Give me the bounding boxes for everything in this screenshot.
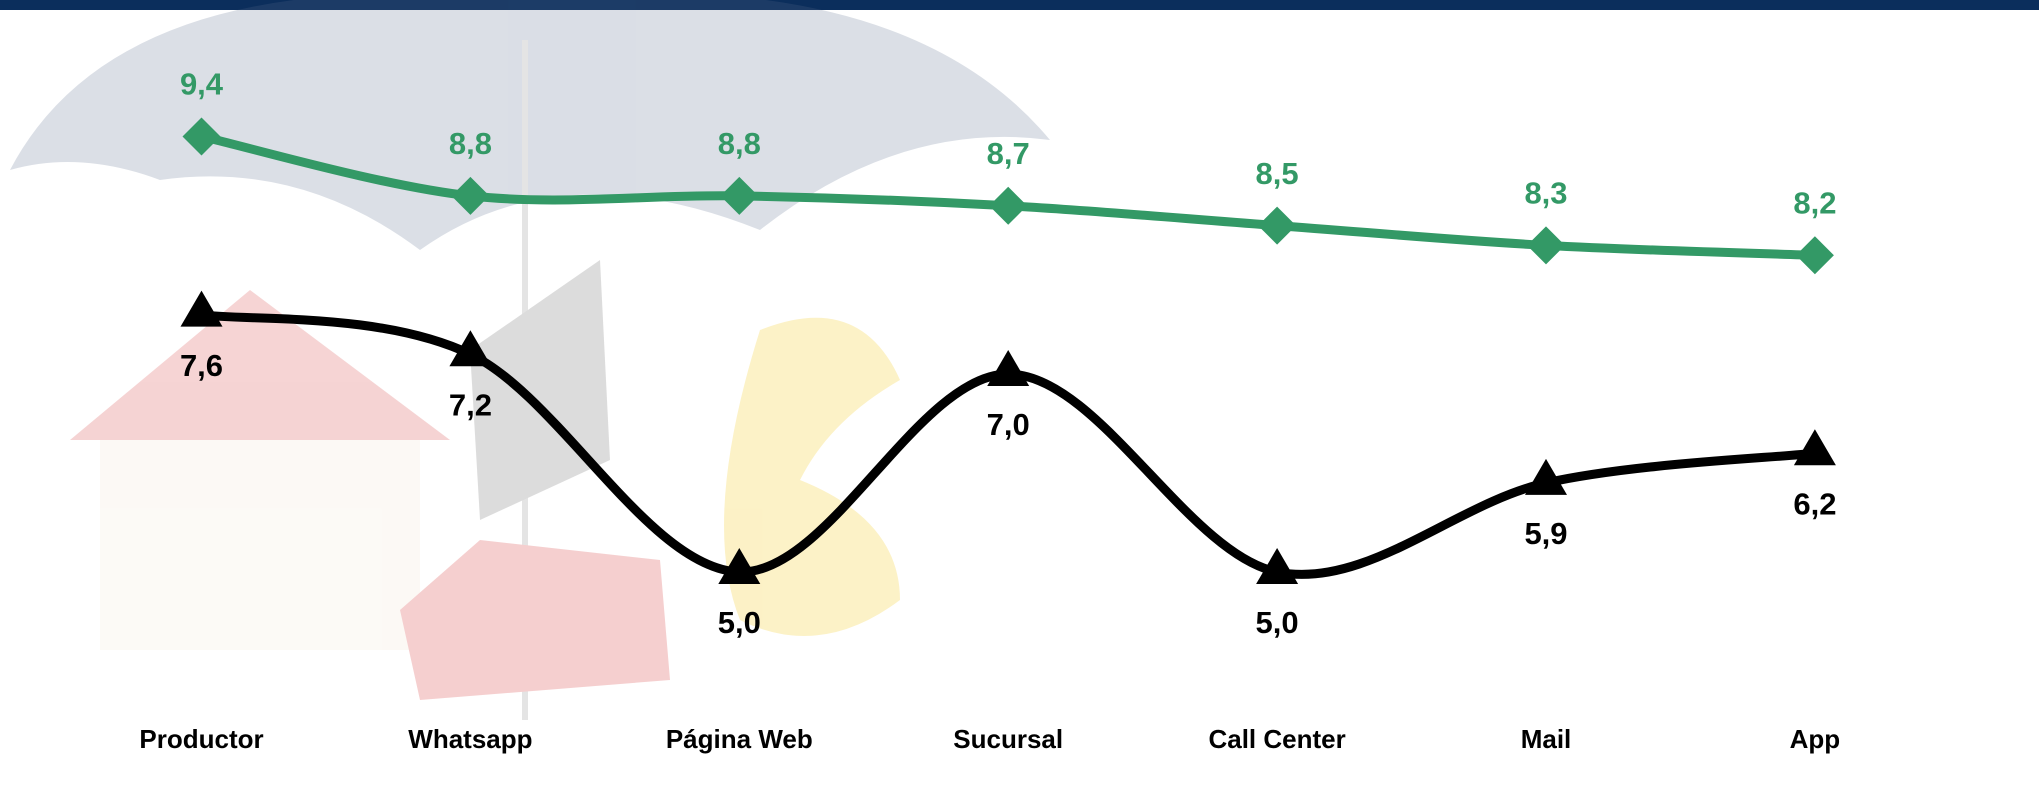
data-label: 7,0 [987, 407, 1030, 442]
data-label: 8,5 [1256, 156, 1299, 191]
marker [180, 290, 223, 327]
marker [720, 176, 759, 215]
marker [989, 186, 1028, 225]
data-label: 9,4 [180, 67, 224, 102]
data-label: 5,0 [718, 605, 761, 640]
x-tick-label: Productor [139, 724, 263, 754]
data-label: 5,0 [1256, 605, 1299, 640]
data-label: 7,6 [180, 348, 223, 383]
x-tick-label: Whatsapp [408, 724, 532, 754]
marker [1525, 458, 1567, 495]
data-label: 7,2 [449, 387, 492, 422]
data-label: 8,2 [1793, 185, 1836, 220]
data-label: 8,8 [449, 126, 492, 161]
x-tick-label: Sucursal [953, 724, 1063, 754]
plot-area: Productor Whatsapp Página Web Sucursal Call … [139, 67, 1840, 754]
x-tick-label: App [1790, 724, 1841, 754]
marker [451, 176, 490, 215]
data-label: 8,7 [987, 136, 1030, 171]
marker [182, 117, 221, 156]
marker [987, 350, 1030, 387]
data-label: 5,9 [1524, 516, 1567, 551]
data-label: 8,3 [1524, 176, 1567, 211]
marker [718, 548, 761, 584]
x-tick-label: Mail [1521, 724, 1572, 754]
background-illustration [10, 0, 1050, 720]
top-bar [0, 0, 2039, 10]
data-label: 6,2 [1793, 486, 1836, 521]
marker [449, 330, 492, 367]
marker [1258, 206, 1297, 245]
x-tick-label: Call Center [1208, 724, 1345, 754]
marker [1793, 429, 1836, 466]
marker [1256, 548, 1299, 584]
marker [1795, 236, 1834, 275]
data-label: 8,8 [718, 126, 761, 161]
marker [1527, 226, 1565, 265]
x-tick-label: Página Web [666, 724, 813, 754]
